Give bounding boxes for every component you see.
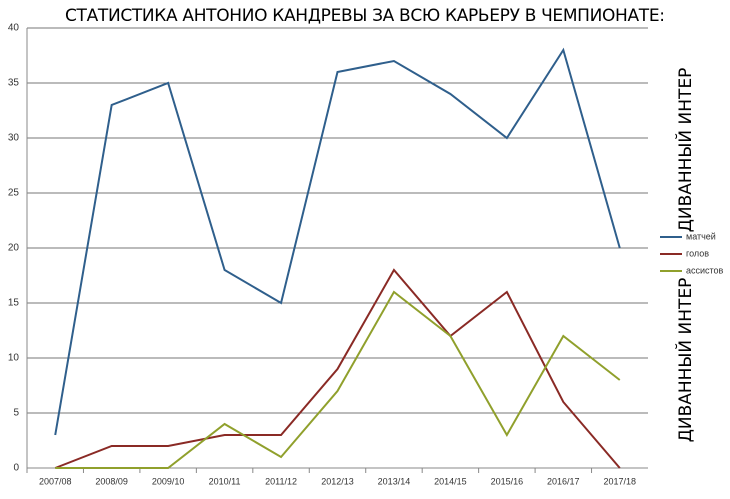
x-tick-label: 2015/16 bbox=[491, 476, 524, 486]
legend-label: голов bbox=[686, 248, 709, 258]
x-tick-label: 2008/09 bbox=[95, 476, 128, 486]
y-tick-label: 10 bbox=[8, 353, 20, 364]
x-tick-label: 2012/13 bbox=[321, 476, 354, 486]
x-tick-label: 2017/18 bbox=[603, 476, 636, 486]
x-tick-label: 2014/15 bbox=[434, 476, 467, 486]
legend-label: ассистов bbox=[686, 265, 724, 275]
y-tick-label: 20 bbox=[8, 243, 20, 254]
x-tick-label: 2010/11 bbox=[209, 476, 241, 486]
y-tick-label: 30 bbox=[8, 133, 20, 144]
x-tick-label: 2011/12 bbox=[265, 476, 297, 486]
y-tick-label: 15 bbox=[8, 298, 20, 309]
series-line bbox=[55, 290, 621, 469]
x-tick-label: 2013/14 bbox=[378, 476, 411, 486]
series-line bbox=[54, 268, 621, 469]
x-tick-label: 2009/10 bbox=[152, 476, 185, 486]
y-tick-label: 25 bbox=[8, 188, 20, 199]
x-tick-label: 2007/08 bbox=[39, 476, 72, 486]
y-tick-label: 0 bbox=[13, 463, 19, 474]
y-tick-label: 40 bbox=[8, 23, 20, 34]
x-tick-label: 2016/17 bbox=[547, 476, 580, 486]
y-tick-label: 35 bbox=[8, 78, 20, 89]
chart-title: СТАТИСТИКА АНТОНИО КАНДРЕВЫ ЗА ВСЮ КАРЬЕ… bbox=[65, 6, 665, 26]
watermark: ДИВАННЫЙ ИНТЕР bbox=[674, 278, 696, 443]
watermark: ДИВАННЫЙ ИНТЕР bbox=[674, 68, 696, 233]
y-tick-label: 5 bbox=[13, 408, 19, 419]
legend-label: матчей bbox=[686, 231, 716, 241]
series-line bbox=[54, 47, 621, 436]
